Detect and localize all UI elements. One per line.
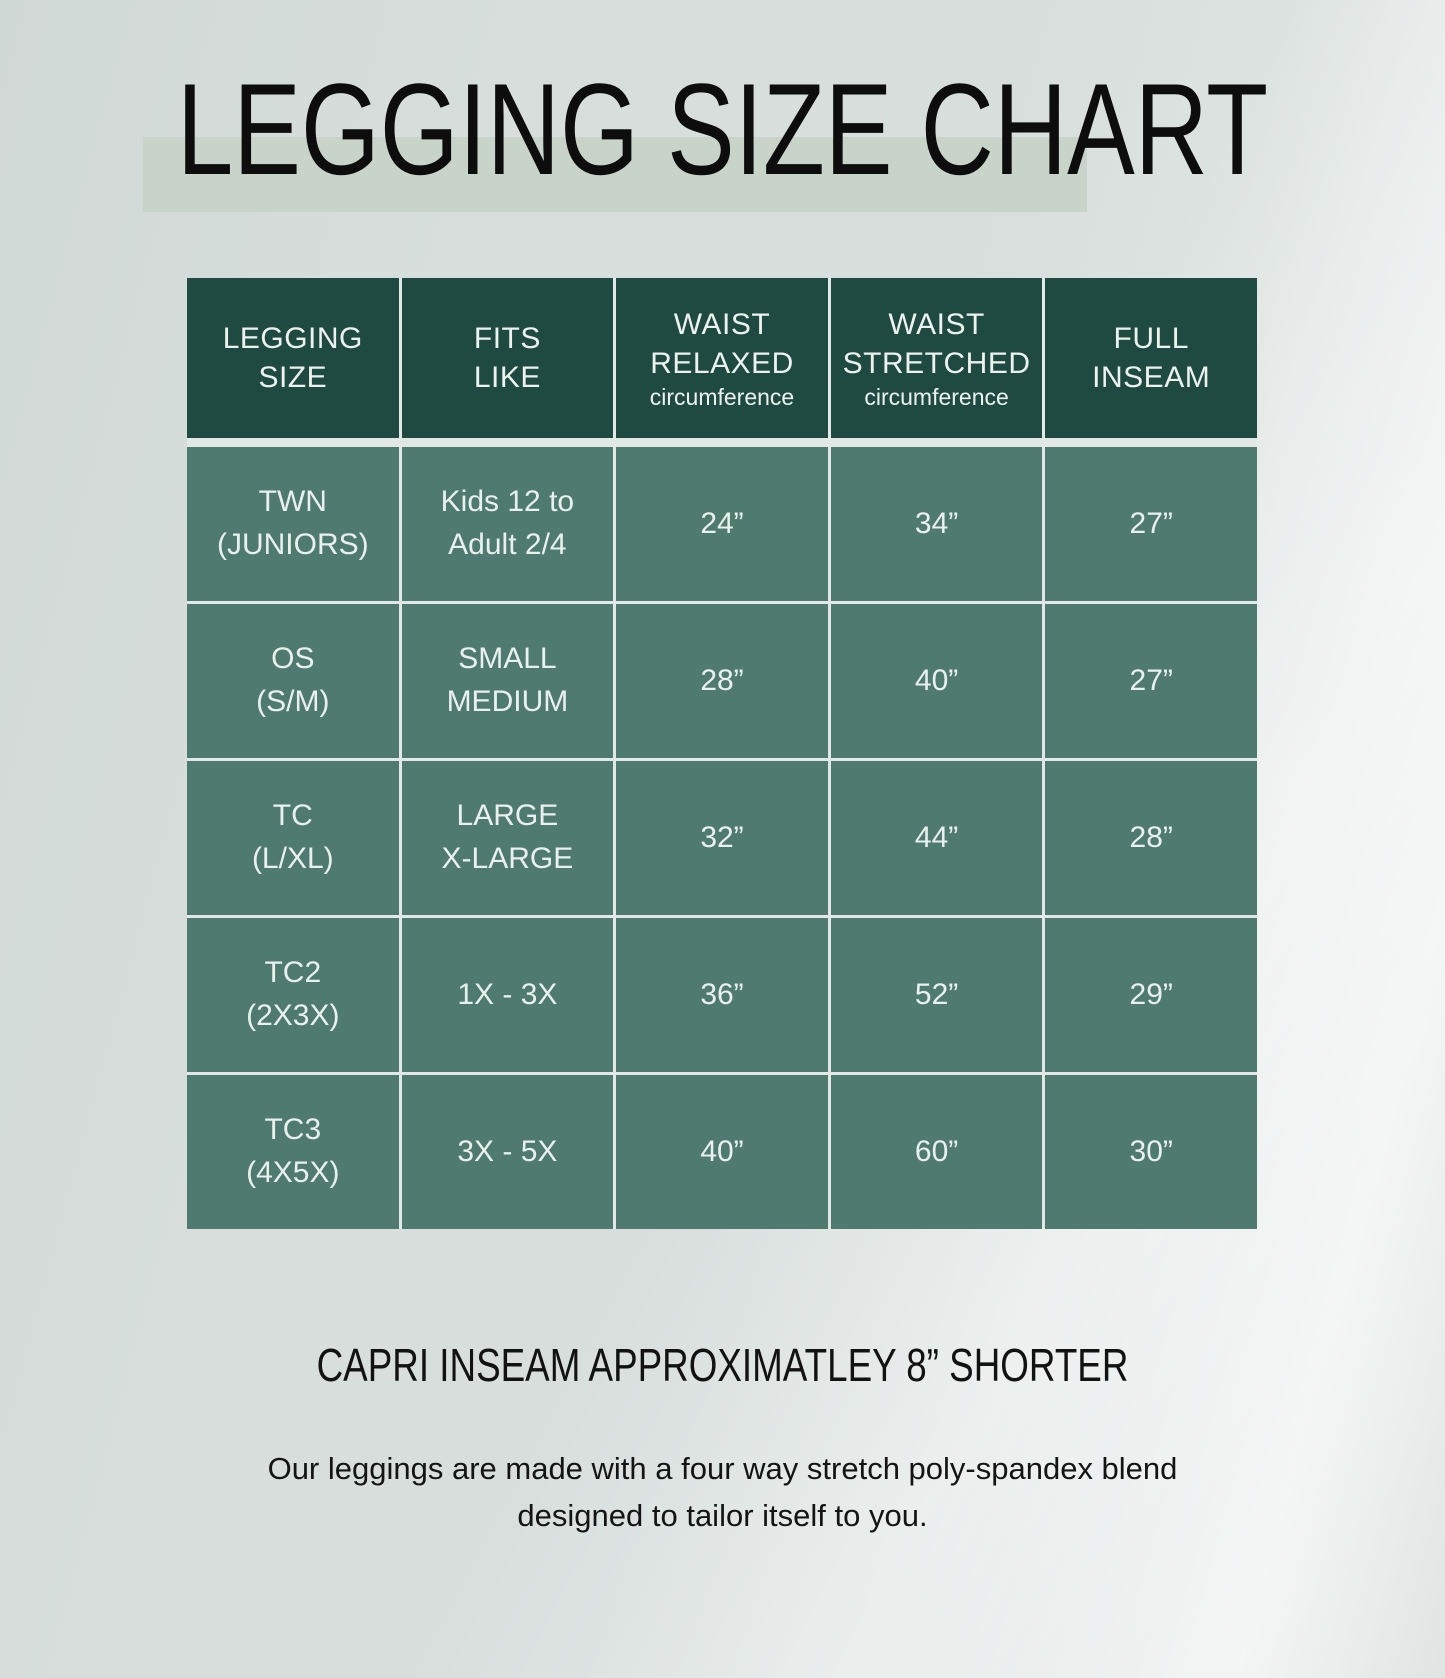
cell-fits-os: SMALL MEDIUM (401, 604, 614, 758)
title-highlight-band (143, 137, 1087, 212)
cell-waist-relaxed-twn: 24” (616, 447, 828, 601)
cell-line: Kids 12 to (440, 485, 575, 519)
cell-value: 27” (1129, 506, 1173, 540)
cell-full-inseam-twn: 27” (1045, 447, 1257, 601)
header-line: SIZE (258, 361, 328, 394)
cell-size-tc: TC (L/XL) (187, 761, 399, 915)
cell-line: (S/M) (256, 685, 330, 718)
header-cell-waist-stretched: WAIST STRETCHED circumference (830, 278, 1043, 438)
cell-line: Adult 2/4 (448, 528, 567, 561)
header-subline: circumference (649, 383, 795, 410)
cell-line: TC (272, 799, 313, 833)
cell-value: 44” (914, 820, 959, 854)
header-line: FULL (1113, 322, 1189, 355)
cell-full-inseam-tc: 28” (1045, 761, 1257, 915)
cell-line: OS (271, 642, 315, 676)
cell-value: 34” (914, 506, 959, 540)
description-line: designed to tailor itself to you. (517, 1497, 928, 1533)
cell-value: 40” (914, 663, 959, 697)
cell-size-tc3: TC3 (4X5X) (187, 1075, 399, 1229)
cell-line: X-LARGE (441, 842, 574, 875)
cell-value: 32” (700, 820, 744, 854)
cell-line: LARGE (456, 799, 559, 833)
cell-size-tc2: TC2 (2X3X) (187, 918, 399, 1072)
cell-value: 30” (1129, 1134, 1173, 1168)
cell-waist-relaxed-tc2: 36” (616, 918, 828, 1072)
header-line: LEGGING (222, 322, 363, 355)
cell-line: TC3 (264, 1113, 322, 1147)
cell-value: 40” (700, 1134, 744, 1168)
cell-full-inseam-tc2: 29” (1045, 918, 1257, 1072)
cell-line: (4X5X) (246, 1156, 340, 1189)
cell-line: 1X - 3X (457, 977, 558, 1011)
capri-inseam-note: CAPRI INSEAM APPROXIMATLEY 8” SHORTER (316, 1339, 1129, 1391)
cell-line: TWN (258, 485, 327, 519)
header-cell-legging-size: LEGGING SIZE (187, 278, 399, 438)
header-cell-waist-relaxed: WAIST RELAXED circumference (616, 278, 828, 438)
cell-full-inseam-os: 27” (1045, 604, 1257, 758)
cell-fits-tc3: 3X - 5X (401, 1075, 614, 1229)
cell-fits-tc2: 1X - 3X (401, 918, 614, 1072)
cell-waist-stretched-tc2: 52” (830, 918, 1043, 1072)
header-line: RELAXED (650, 346, 794, 380)
cell-value: 60” (914, 1134, 959, 1168)
material-description: Our leggings are made with a four way st… (0, 1446, 1445, 1539)
cell-line: MEDIUM (446, 685, 569, 718)
cell-waist-stretched-twn: 34” (830, 447, 1043, 601)
header-line: STRETCHED (842, 346, 1031, 380)
cell-line: (L/XL) (251, 842, 334, 875)
header-subline: circumference (864, 383, 1009, 410)
description-line: Our leggings are made with a four way st… (267, 1451, 1178, 1486)
cell-value: 27” (1129, 663, 1173, 697)
header-body-divider (187, 441, 1257, 444)
cell-waist-stretched-os: 40” (830, 604, 1043, 758)
header-line: WAIST (888, 307, 985, 341)
cell-waist-stretched-tc: 44” (830, 761, 1043, 915)
cell-size-os: OS (S/M) (187, 604, 399, 758)
cell-size-twn: TWN (JUNIORS) (187, 447, 399, 601)
header-cell-fits-like: FITS LIKE (401, 278, 614, 438)
cell-value: 24” (700, 506, 744, 540)
cell-line: 3X - 5X (457, 1134, 558, 1168)
cell-fits-twn: Kids 12 to Adult 2/4 (401, 447, 614, 601)
header-cell-full-inseam: FULL INSEAM (1045, 278, 1257, 438)
header-line: INSEAM (1092, 361, 1211, 394)
cell-waist-relaxed-os: 28” (616, 604, 828, 758)
page-title: LEGGING SIZE CHART (176, 56, 1269, 202)
header-line: WAIST (673, 307, 771, 341)
cell-value: 28” (700, 663, 744, 697)
cell-line: (2X3X) (246, 999, 340, 1032)
header-line: LIKE (473, 361, 541, 394)
cell-line: (JUNIORS) (216, 528, 369, 561)
cell-waist-relaxed-tc: 32” (616, 761, 828, 915)
cell-full-inseam-tc3: 30” (1045, 1075, 1257, 1229)
size-chart-table: LEGGING SIZE FITS LIKE WAIST RELAXED cir… (187, 278, 1257, 1229)
cell-value: 29” (1129, 977, 1173, 1011)
cell-waist-stretched-tc3: 60” (830, 1075, 1043, 1229)
header-line: FITS (473, 322, 541, 355)
cell-value: 28” (1129, 820, 1173, 854)
cell-line: TC2 (264, 956, 322, 990)
cell-value: 52” (914, 977, 959, 1011)
cell-fits-tc: LARGE X-LARGE (401, 761, 614, 915)
cell-waist-relaxed-tc3: 40” (616, 1075, 828, 1229)
cell-line: SMALL (458, 642, 557, 676)
cell-value: 36” (700, 977, 744, 1011)
